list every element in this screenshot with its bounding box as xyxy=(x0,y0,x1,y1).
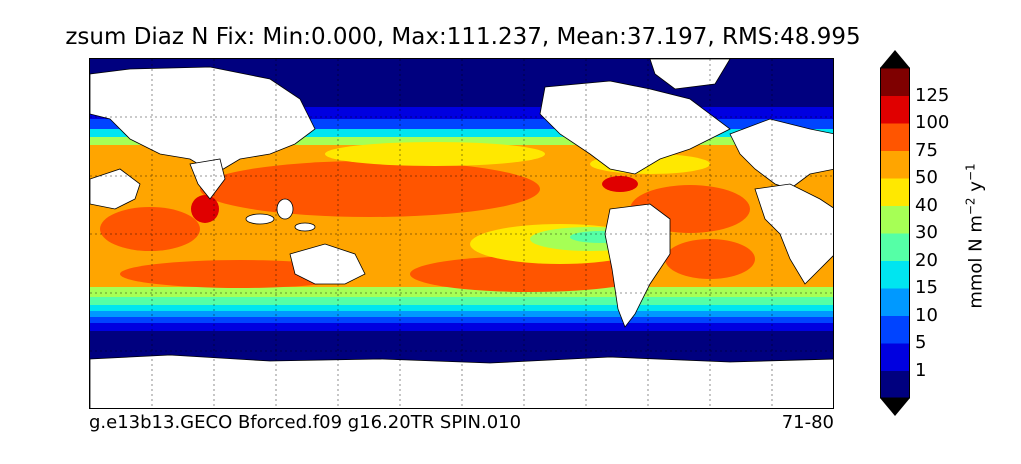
colorbar-tick-label: 15 xyxy=(915,277,938,298)
colorbar-segment xyxy=(880,123,910,151)
colorbar-tick-label: 100 xyxy=(915,112,950,133)
colorbar-tick-label: 40 xyxy=(915,194,938,216)
colorbar-segment xyxy=(880,205,910,234)
colorbar-segment xyxy=(880,233,910,261)
colorbar-segment xyxy=(880,370,910,399)
colorbar-under-arrow xyxy=(880,398,910,416)
colorbar-segment xyxy=(880,288,910,316)
colorbar-units-label: mmol N m−2 y−1 xyxy=(963,163,987,309)
colorbar-tick-label: 30 xyxy=(915,222,938,243)
colorbar-tick-label: 20 xyxy=(915,249,938,271)
ocean-field-map xyxy=(89,58,834,409)
year-range: 71-80 xyxy=(781,412,834,433)
colorbar-tick-label: 125 xyxy=(915,84,950,106)
graticule xyxy=(90,59,833,408)
colorbar-segment xyxy=(880,150,910,179)
colorbar-segment xyxy=(880,68,910,96)
colorbar-tick-label: 75 xyxy=(915,139,938,161)
colorbar-tick-label: 5 xyxy=(915,332,927,353)
colorbar-segment xyxy=(880,343,910,371)
colorbar-segment xyxy=(880,178,910,206)
colorbar-tick-label: 50 xyxy=(915,167,938,188)
colorbar-segment xyxy=(880,95,910,124)
colorbar-segment xyxy=(880,260,910,289)
colorbar-tick-label: 10 xyxy=(915,304,938,326)
colorbar-over-arrow xyxy=(880,50,910,68)
colorbar-segment xyxy=(880,315,910,344)
case-name: g.e13b13.GECO Bforced.f09 g16.20TR SPIN.… xyxy=(89,412,522,433)
colorbar xyxy=(880,50,910,416)
colorbar-tick-label: 1 xyxy=(915,359,927,381)
map-title: zsum Diaz N Fix: Min:0.000, Max:111.237,… xyxy=(65,24,861,50)
